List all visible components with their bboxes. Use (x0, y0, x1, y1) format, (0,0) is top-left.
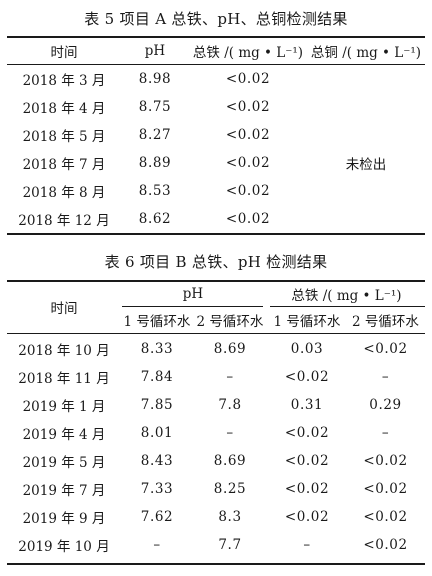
table6-sub-iron-2: 2 号循环水 (352, 314, 419, 330)
table5-header-ph: pH (144, 43, 166, 59)
table6-cell-iron-2: <0.02 (363, 453, 408, 469)
table6-cell-ph-2: 8.3 (218, 509, 242, 525)
table6-cell-iron-2: <0.02 (363, 341, 408, 357)
table6-cell-ph-1: 8.01 (140, 425, 174, 441)
table6-cell-ph-2: 7.8 (218, 397, 242, 413)
table6-cell-iron-1: <0.02 (284, 481, 330, 497)
table6-cell-iron-2: <0.02 (363, 509, 408, 525)
table5-cell-ph: 8.98 (138, 71, 172, 87)
table6-cell-iron-1: 0.03 (290, 341, 324, 357)
table6-cell-time: 2018 年 11 月 (18, 371, 110, 387)
table6-cell-iron-2: <0.02 (363, 537, 408, 553)
table6-cell-time: 2019 年 4 月 (22, 427, 106, 443)
table5-header-iron: 总铁 /( mg • L⁻¹) (192, 45, 304, 61)
table5-cell-ph: 8.75 (138, 99, 172, 115)
table6-group-ph: pH (182, 286, 204, 302)
table5-header-rule (7, 64, 425, 65)
table6-iron-subrule (270, 306, 425, 307)
table6-cell-time: 2018 年 10 月 (18, 343, 110, 359)
table6-cell-ph-2: – (226, 425, 234, 441)
table6-cell-ph-1: 7.33 (140, 481, 174, 497)
table6-cell-time: 2019 年 5 月 (22, 455, 106, 471)
table6-header-rule (7, 333, 425, 334)
table6-cell-ph-1: 8.43 (140, 453, 174, 469)
table6-cell-ph-2: 8.69 (213, 341, 247, 357)
table5-cell-iron: <0.02 (225, 183, 271, 199)
table6-cell-ph-2: 7.7 (218, 537, 242, 553)
table6-cell-ph-2: 8.25 (213, 481, 247, 497)
table6-caption: 表 6 项目 B 总铁、pH 检测结果 (104, 253, 328, 271)
table6-cell-time: 2019 年 9 月 (22, 511, 106, 527)
table5-cell-iron: <0.02 (225, 71, 271, 87)
table6-cell-iron-1: <0.02 (284, 369, 330, 385)
table5-cell-iron: <0.02 (225, 211, 271, 227)
table5-bottom-rule (7, 233, 425, 235)
table6-cell-iron-1: <0.02 (284, 453, 330, 469)
table5-cell-ph: 8.62 (138, 211, 172, 227)
table5-cell-ph: 8.27 (138, 127, 172, 143)
table5-cell-time: 2018 年 7 月 (22, 157, 106, 173)
table5-caption: 表 5 项目 A 总铁、pH、总铜检测结果 (84, 10, 348, 28)
table5-cell-ph: 8.89 (138, 155, 172, 171)
table6-cell-iron-2: – (381, 369, 390, 385)
table5-cell-iron: <0.02 (225, 99, 271, 115)
table6-cell-time: 2019 年 7 月 (22, 483, 106, 499)
table6-group-iron: 总铁 /( mg • L⁻¹) (291, 288, 402, 304)
table6-cell-ph-1: – (153, 537, 161, 553)
table5-copper-merged: 未检出 (345, 157, 387, 173)
table6-cell-ph-1: 7.62 (140, 509, 174, 525)
table6-cell-iron-1: 0.31 (290, 397, 324, 413)
table6-cell-ph-2: – (226, 369, 234, 385)
table6-cell-time: 2019 年 1 月 (22, 399, 106, 415)
table6-sub-ph-1: 1 号循环水 (123, 314, 191, 330)
table6-cell-ph-1: 8.33 (140, 341, 174, 357)
table6-cell-iron-2: 0.29 (369, 397, 402, 413)
table6-cell-ph-2: 8.69 (213, 453, 247, 469)
table6-sub-ph-2: 2 号循环水 (196, 314, 264, 330)
table6-top-rule (7, 280, 425, 282)
table6-ph-subrule (122, 306, 263, 307)
table5-cell-time: 2018 年 12 月 (18, 213, 110, 229)
table6-header-time: 时间 (50, 301, 78, 317)
table6-cell-ph-1: 7.84 (140, 369, 174, 385)
table6-cell-iron-1: <0.02 (284, 509, 330, 525)
table6-bottom-rule (7, 563, 425, 565)
table5-cell-time: 2018 年 8 月 (22, 185, 106, 201)
table6-cell-iron-1: – (303, 537, 311, 553)
table6-cell-ph-1: 7.85 (140, 397, 174, 413)
table5-cell-iron: <0.02 (225, 127, 271, 143)
table5-cell-time: 2018 年 5 月 (22, 129, 106, 145)
table5-cell-time: 2018 年 3 月 (22, 73, 106, 89)
table5-cell-time: 2018 年 4 月 (22, 101, 106, 117)
table6-sub-iron-1: 1 号循环水 (273, 314, 341, 330)
table5-cell-iron: <0.02 (225, 155, 271, 171)
table5-header-time: 时间 (50, 45, 78, 61)
table6-cell-iron-2: – (381, 425, 390, 441)
table5-top-rule (7, 36, 425, 38)
table6-cell-time: 2019 年 10 月 (18, 539, 110, 555)
table5-header-copper: 总铜 /( mg • L⁻¹) (310, 45, 422, 61)
table5-cell-ph: 8.53 (138, 183, 172, 199)
table6-cell-iron-2: <0.02 (363, 481, 408, 497)
table6-cell-iron-1: <0.02 (284, 425, 330, 441)
